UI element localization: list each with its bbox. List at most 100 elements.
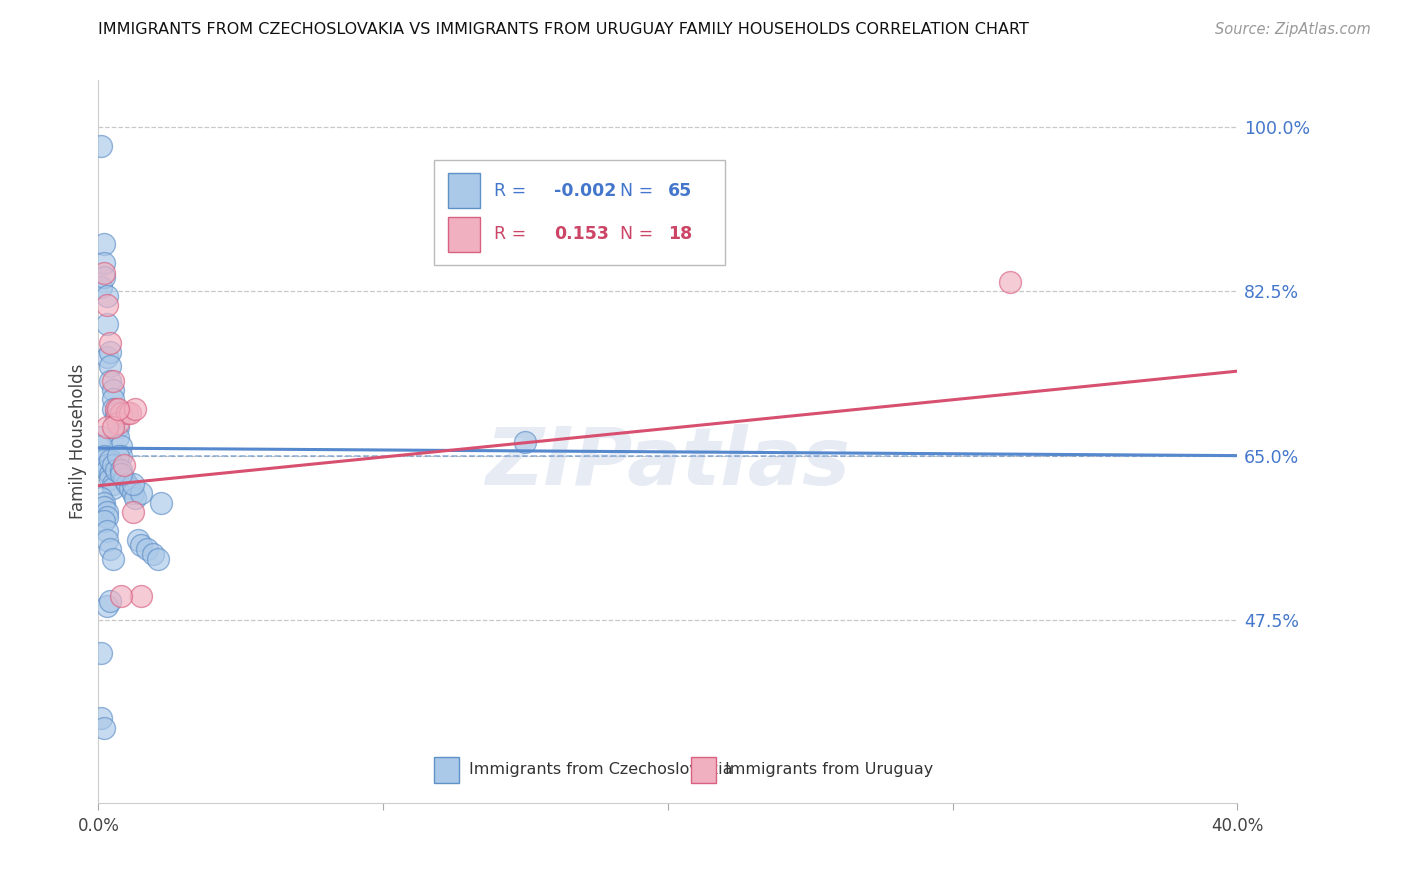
Point: [93, 721, 115, 735]
Point: [148, 551, 170, 566]
Point: [93, 449, 115, 463]
Point: [101, 458, 124, 472]
Point: [110, 590, 132, 604]
Point: [101, 383, 124, 397]
FancyBboxPatch shape: [690, 756, 716, 782]
Point: [101, 374, 124, 388]
Point: [96, 505, 118, 519]
Point: [101, 401, 124, 416]
Point: [118, 406, 141, 420]
Point: [135, 542, 157, 557]
Point: [98, 345, 121, 359]
Point: [104, 463, 127, 477]
Point: [90, 279, 112, 293]
Point: [98, 374, 121, 388]
Point: [110, 439, 132, 453]
Point: [90, 139, 112, 153]
Point: [112, 472, 135, 486]
Point: [124, 401, 146, 416]
Point: [93, 237, 115, 252]
FancyBboxPatch shape: [434, 756, 460, 782]
Point: [129, 590, 152, 604]
Point: [107, 420, 129, 434]
Point: [107, 416, 129, 430]
Point: [93, 514, 115, 528]
Point: [98, 594, 121, 608]
Point: [98, 542, 121, 557]
Point: [90, 430, 112, 444]
Point: [124, 491, 146, 505]
Point: [101, 476, 124, 491]
Point: [96, 289, 118, 303]
Text: ZIPatlas: ZIPatlas: [485, 425, 851, 502]
Point: [112, 458, 135, 472]
Point: [107, 449, 129, 463]
Point: [90, 491, 112, 505]
Point: [98, 472, 121, 486]
Point: [93, 500, 115, 515]
Point: [150, 495, 173, 509]
Point: [115, 406, 138, 420]
Point: [93, 270, 115, 285]
Point: [98, 453, 121, 467]
Point: [90, 646, 112, 660]
Text: 18: 18: [668, 225, 692, 244]
Text: 0.153: 0.153: [554, 225, 609, 244]
Point: [127, 533, 149, 547]
Point: [96, 463, 118, 477]
Point: [96, 599, 118, 613]
Point: [110, 463, 132, 477]
Text: N =: N =: [620, 225, 654, 244]
FancyBboxPatch shape: [449, 217, 479, 252]
Point: [121, 505, 143, 519]
Point: [515, 434, 537, 449]
FancyBboxPatch shape: [434, 160, 725, 265]
Point: [107, 430, 129, 444]
Point: [129, 486, 152, 500]
Point: [121, 486, 143, 500]
Point: [96, 420, 118, 434]
Text: Source: ZipAtlas.com: Source: ZipAtlas.com: [1215, 22, 1371, 37]
Y-axis label: Family Households: Family Households: [69, 364, 87, 519]
Point: [96, 350, 118, 364]
Point: [110, 467, 132, 482]
Point: [98, 467, 121, 482]
Point: [98, 359, 121, 374]
Point: [118, 482, 141, 496]
Text: N =: N =: [620, 182, 654, 200]
Text: -0.002: -0.002: [554, 182, 616, 200]
Point: [93, 256, 115, 270]
Text: R =: R =: [494, 225, 526, 244]
Point: [96, 509, 118, 524]
Point: [90, 439, 112, 453]
Point: [121, 476, 143, 491]
Point: [101, 482, 124, 496]
Point: [101, 392, 124, 407]
Point: [93, 495, 115, 509]
Point: [104, 401, 127, 416]
Point: [96, 318, 118, 332]
Text: 65: 65: [668, 182, 692, 200]
Point: [96, 298, 118, 312]
Point: [93, 453, 115, 467]
Point: [129, 538, 152, 552]
Point: [107, 401, 129, 416]
Point: [110, 449, 132, 463]
Point: [104, 406, 127, 420]
Point: [141, 547, 163, 561]
Point: [998, 275, 1021, 289]
Point: [115, 476, 138, 491]
Point: [101, 551, 124, 566]
Point: [110, 406, 132, 420]
Point: [90, 711, 112, 725]
Point: [96, 458, 118, 472]
Text: Immigrants from Czechoslovakia: Immigrants from Czechoslovakia: [468, 762, 733, 777]
Point: [98, 336, 121, 351]
Point: [101, 420, 124, 434]
Text: R =: R =: [494, 182, 526, 200]
Text: IMMIGRANTS FROM CZECHOSLOVAKIA VS IMMIGRANTS FROM URUGUAY FAMILY HOUSEHOLDS CORR: IMMIGRANTS FROM CZECHOSLOVAKIA VS IMMIGR…: [98, 22, 1029, 37]
FancyBboxPatch shape: [449, 173, 479, 208]
Point: [93, 266, 115, 280]
Text: Immigrants from Uruguay: Immigrants from Uruguay: [725, 762, 934, 777]
Point: [104, 411, 127, 425]
